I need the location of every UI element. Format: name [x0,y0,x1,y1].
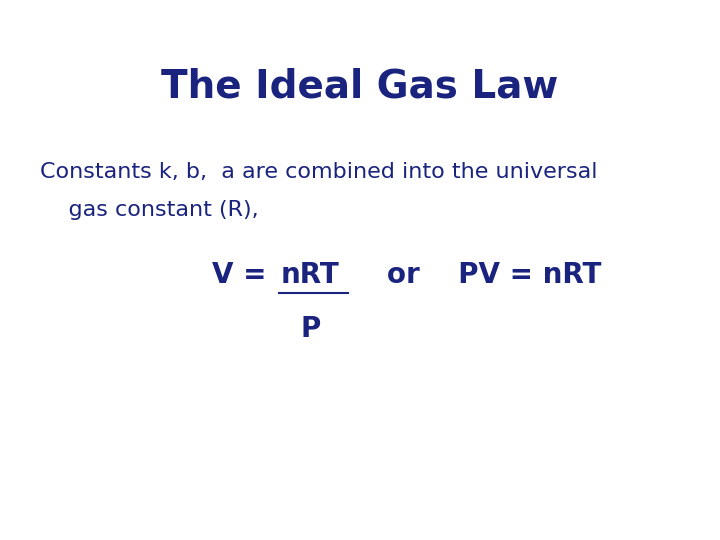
Text: or    PV = nRT: or PV = nRT [358,261,601,289]
Text: P: P [300,315,320,343]
Text: The Ideal Gas Law: The Ideal Gas Law [161,68,559,105]
Text: nRT: nRT [281,261,340,289]
Text: Constants k, b,  a are combined into the universal: Constants k, b, a are combined into the … [40,162,597,182]
Text: gas constant (R),: gas constant (R), [40,200,258,220]
Text: V =: V = [212,261,276,289]
